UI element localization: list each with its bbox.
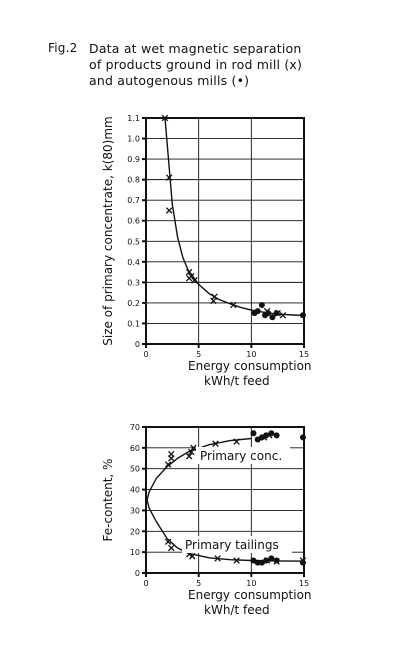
chart1-rod-mill-point — [230, 301, 237, 309]
chart1-rod-mill-point — [165, 174, 173, 181]
chart1-autogenous-mill-point — [299, 312, 306, 319]
chart2-autogenous-mill-point — [268, 555, 275, 562]
chart1-y-tick-label-5: 0.5 — [127, 237, 140, 246]
chart2-x-tick-label-2: 10 — [246, 579, 256, 588]
caption-line-3: and autogenous mills (•) — [89, 73, 250, 88]
chart2-x-axis-label: Energy consumption — [188, 588, 312, 602]
chart2-y-tick-label-5: 50 — [130, 465, 140, 474]
chart1-y-tick-label-6: 0.6 — [127, 217, 140, 226]
chart2-autogenous-mill-point — [273, 432, 280, 439]
chart2-rod-mill-point — [233, 438, 240, 445]
chart1-y-axis-label: Size of primary concentrate, k(80)mm — [101, 116, 115, 345]
chart1-rod-mill-point — [161, 114, 169, 122]
chart2-autogenous-mill-point — [250, 430, 257, 437]
chart2-y-tick-label-0: 0 — [135, 569, 140, 578]
chart2-autogenous-mill-point — [263, 557, 270, 564]
chart1-autogenous-mill-point — [254, 308, 261, 315]
chart2-rod-mill-point — [212, 440, 219, 447]
chart2-rod-mill-point — [214, 555, 221, 562]
chart1-autogenous-mill-point — [269, 314, 276, 321]
chart1-y-tick-label-9: 0.9 — [127, 155, 140, 164]
chart1-rod-mill-point — [165, 207, 173, 214]
chart2-y-tick-label-1: 10 — [130, 548, 140, 557]
chart2-y-tick-label-2: 20 — [130, 527, 140, 536]
chart2-rod-mill-point — [185, 452, 193, 460]
chart2-y-tick-label-7: 70 — [130, 423, 140, 432]
chart1-y-tick-label-11: 1.1 — [127, 114, 140, 123]
chart1-x-tick-label-0: 0 — [143, 350, 148, 359]
chart2-rod-mill-point — [190, 444, 197, 452]
chart1-x-axis-unit-label: kWh/t feed — [204, 374, 270, 388]
caption-line-1: Data at wet magnetic separation — [89, 41, 302, 56]
chart2-plot-frame — [145, 426, 305, 574]
chart1-y-tick-label-2: 0.2 — [127, 299, 140, 308]
chart1-x-tick-label-3: 15 — [299, 350, 309, 359]
chart2-autogenous-mill-point — [268, 430, 275, 437]
chart2-annotation-bg-tailings — [182, 536, 292, 553]
chart1-rod-mill-point — [191, 277, 198, 284]
chart1-y-tick-label-3: 0.3 — [127, 278, 140, 287]
chart1-plot-frame — [145, 117, 305, 345]
chart2-annotation-bg-conc — [196, 447, 290, 464]
chart1-rod-mill-point — [185, 268, 193, 276]
chart1-autogenous-mill-point — [273, 310, 280, 317]
chart1-y-tick-label-8: 0.8 — [127, 176, 140, 185]
chart2-autogenous-mill-point — [254, 559, 261, 566]
chart1-y-tick-label-10: 1.0 — [127, 135, 140, 144]
chart1-y-tick-label-0: 0 — [135, 340, 140, 349]
figure-number: Fig.2 — [48, 41, 78, 55]
chart2-annotation-primary-conc: Primary conc. — [200, 449, 282, 463]
chart1-rod-mill-point — [279, 311, 287, 319]
caption-line-2: of products ground in rod mill (x) — [89, 57, 303, 72]
chart2-fitted-curve — [146, 437, 304, 562]
chart1-rod-mill-point — [210, 297, 217, 305]
chart2-x-tick-label-3: 15 — [299, 579, 309, 588]
chart1-rod-mill-point — [185, 274, 193, 282]
chart2-autogenous-mill-point — [263, 432, 270, 439]
chart2-rod-mill-point — [168, 544, 175, 552]
chart2-y-tick-label-3: 30 — [130, 506, 140, 515]
chart1-x-axis-label: Energy consumption — [188, 359, 312, 373]
chart1-x-tick-label-1: 5 — [196, 350, 201, 359]
chart1-autogenous-mill-point — [258, 301, 265, 308]
chart2-rod-mill-point — [164, 538, 172, 545]
chart2-annotation-primary-tailings: Primary tailings — [185, 538, 279, 552]
chart2-rod-mill-point — [233, 557, 240, 564]
chart2-y-tick-label-4: 40 — [130, 486, 140, 495]
chart2-rod-mill-point — [168, 450, 175, 458]
chart1-y-tick-label-4: 0.4 — [127, 258, 140, 267]
chart2-autogenous-mill-point — [299, 434, 306, 441]
chart1-x-tick-label-2: 10 — [246, 350, 256, 359]
figure-caption: Data at wet magnetic separation of produ… — [89, 41, 369, 89]
chart2-x-tick-label-0: 0 — [143, 579, 148, 588]
chart2-autogenous-mill-point — [273, 557, 280, 564]
chart1-y-tick-label-7: 0.7 — [127, 196, 140, 205]
chart2-rod-mill-point — [188, 448, 195, 456]
chart1-autogenous-mill-point — [265, 310, 272, 317]
chart2-x-axis-unit-label: kWh/t feed — [204, 603, 270, 617]
chart2-autogenous-mill-point — [299, 559, 306, 566]
chart1-y-tick-label-1: 0.1 — [127, 319, 140, 328]
chart2-y-axis-label: Fe-content, % — [101, 459, 115, 542]
chart2-y-tick-label-6: 60 — [130, 444, 140, 453]
chart2-rod-mill-point — [189, 553, 196, 560]
chart2-rod-mill-point — [164, 461, 172, 468]
chart2-x-tick-label-1: 5 — [196, 579, 201, 588]
